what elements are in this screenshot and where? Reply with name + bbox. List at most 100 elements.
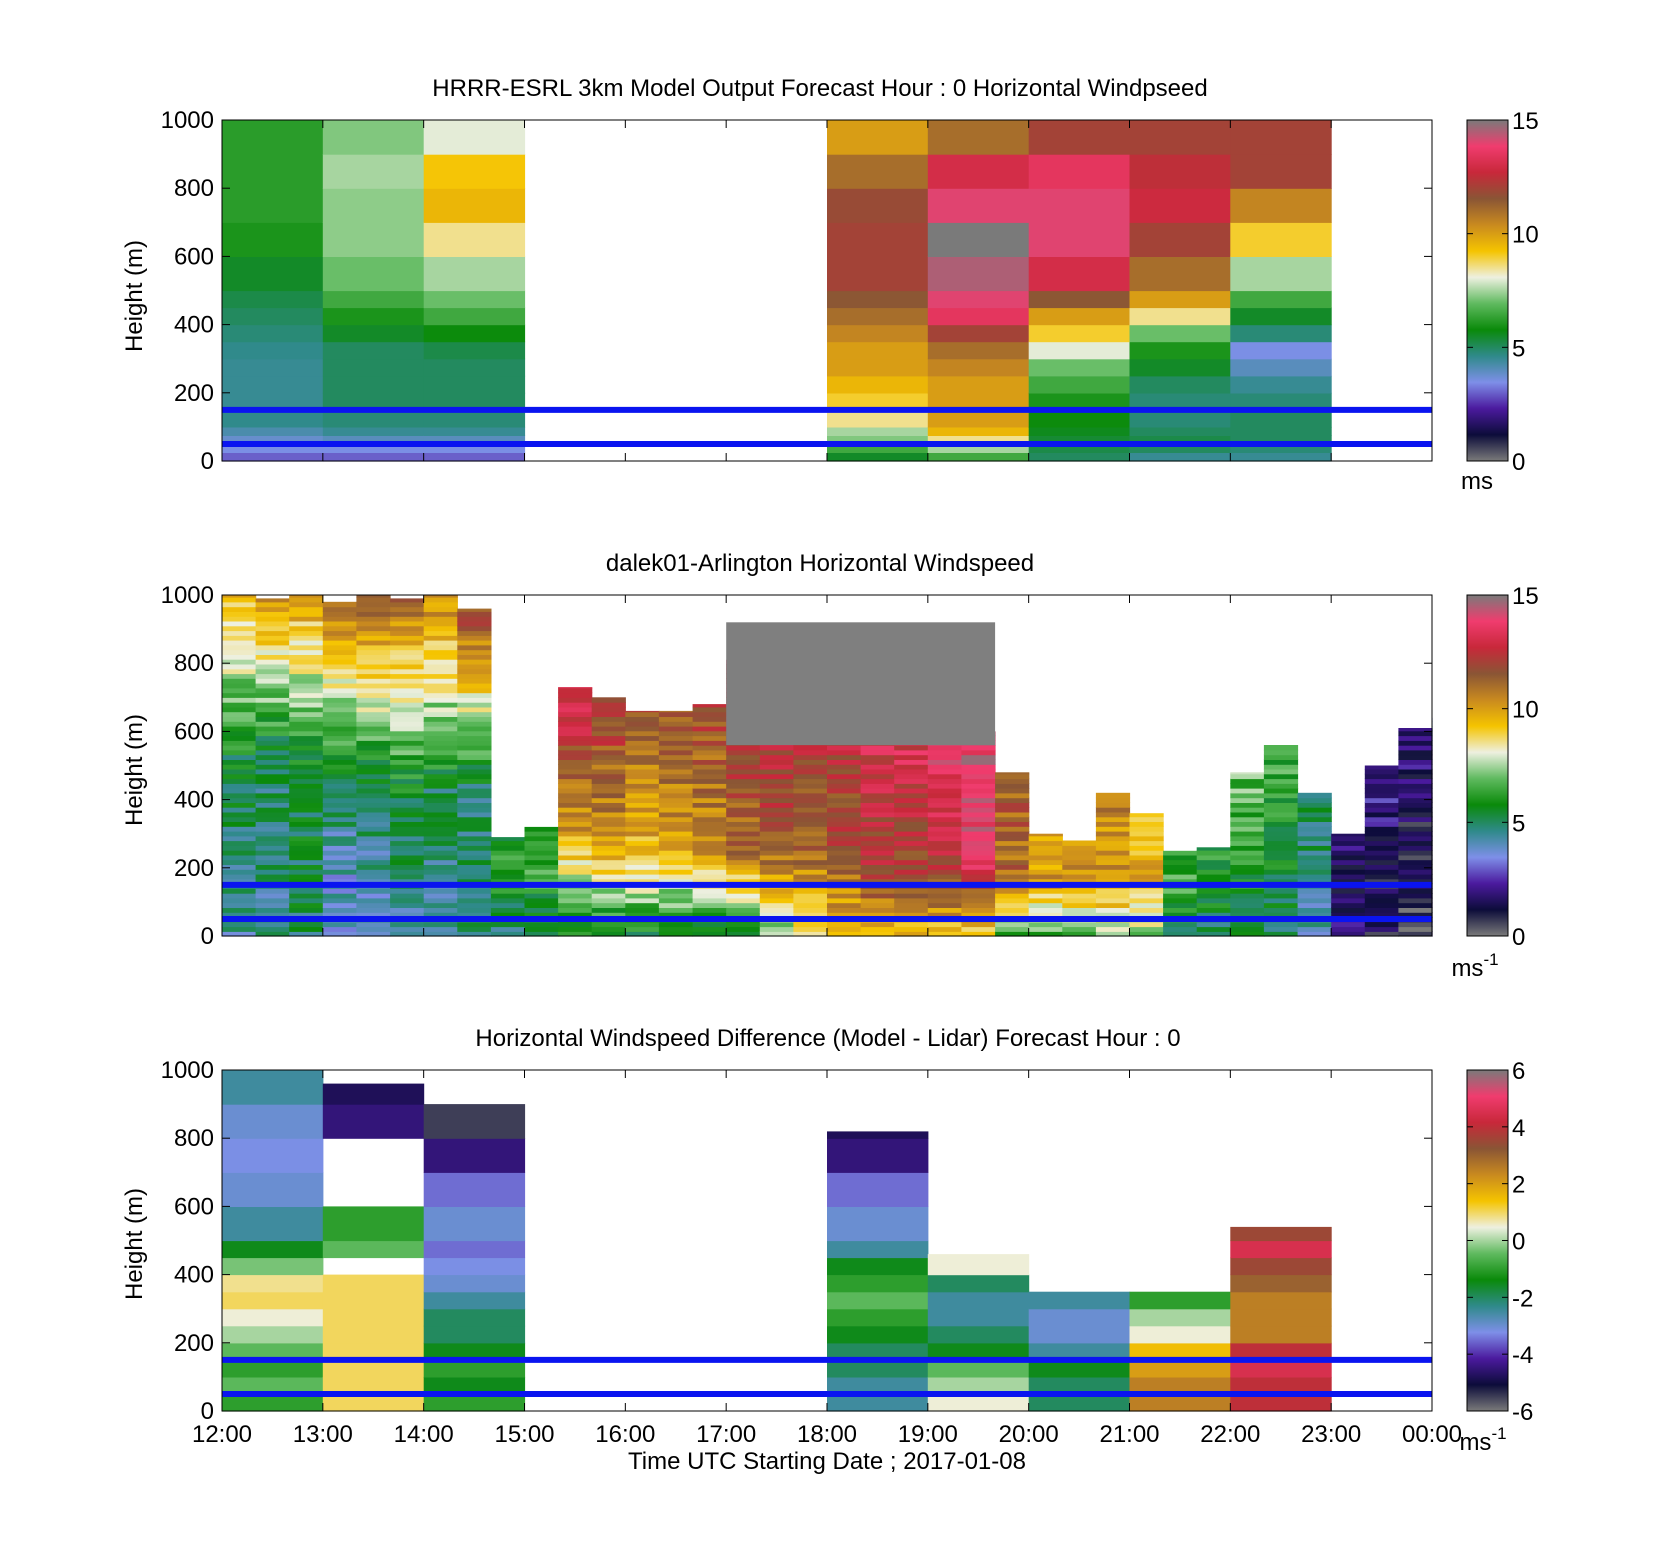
heatmap-cell — [255, 640, 290, 646]
heatmap-cell — [1129, 1376, 1231, 1395]
heatmap-cell — [524, 921, 559, 928]
y-tick-label: 600 — [174, 243, 214, 270]
heatmap-cell — [289, 859, 324, 865]
heatmap-cell — [322, 630, 357, 636]
heatmap-cell — [423, 659, 458, 665]
heatmap-cell — [423, 730, 458, 737]
heatmap-cell — [457, 620, 492, 627]
heatmap-cell — [927, 392, 1030, 411]
heatmap-cell — [356, 797, 391, 803]
heatmap-cell — [222, 706, 257, 713]
heatmap-cell — [222, 1257, 324, 1276]
heatmap-cell — [1230, 831, 1265, 837]
heatmap-cell — [255, 778, 290, 784]
y-tick-label: 200 — [174, 380, 214, 407]
heatmap-cell — [1263, 759, 1299, 765]
heatmap-cell — [927, 759, 962, 765]
heatmap-cell — [558, 869, 593, 875]
heatmap-cell — [1230, 854, 1265, 861]
heatmap-cell — [591, 921, 626, 928]
heatmap-cell — [1129, 926, 1164, 932]
heatmap-cell — [390, 711, 425, 717]
heatmap-cell — [927, 802, 962, 808]
heatmap-cell — [356, 735, 391, 741]
heatmap-cell — [591, 926, 626, 932]
heatmap-cell — [726, 859, 761, 865]
heatmap-cell — [356, 792, 391, 799]
heatmap-cell — [423, 706, 458, 713]
heatmap-cell — [356, 831, 391, 837]
heatmap-cell — [1331, 833, 1366, 837]
heatmap-cell — [1163, 907, 1198, 913]
heatmap-cell — [927, 778, 962, 784]
heatmap-cell — [1297, 859, 1332, 865]
heatmap-cell — [356, 595, 391, 598]
heatmap-cell — [289, 668, 324, 675]
heatmap-cell — [322, 1394, 425, 1412]
heatmap-cell — [558, 740, 593, 746]
heatmap-cell — [356, 697, 391, 703]
heatmap-cell — [322, 706, 357, 713]
heatmap-cell — [390, 840, 425, 846]
heatmap-cell — [827, 375, 929, 394]
heatmap-cell — [423, 256, 526, 292]
heatmap-cell — [726, 888, 761, 894]
heatmap-cell — [356, 625, 391, 632]
heatmap-cell — [222, 711, 257, 717]
heatmap-cell — [356, 768, 391, 775]
heatmap-cell — [322, 324, 425, 343]
heatmap-cell — [726, 921, 761, 928]
heatmap-cell — [658, 854, 694, 861]
heatmap-cell — [423, 654, 458, 660]
heatmap-cell — [1095, 850, 1131, 856]
heatmap-cell — [423, 725, 458, 732]
heatmap-cell — [1196, 912, 1231, 918]
heatmap-cell — [423, 759, 458, 765]
heatmap-cell — [961, 802, 996, 808]
heatmap-cell — [827, 869, 862, 875]
heatmap-cell — [255, 850, 290, 856]
heatmap-cell — [1263, 778, 1299, 784]
heatmap-cell — [423, 324, 526, 343]
heatmap-cell — [322, 1325, 425, 1344]
heatmap-cell — [322, 1376, 425, 1395]
heatmap-cell — [1196, 902, 1231, 908]
heatmap-cell — [793, 931, 828, 937]
heatmap-cell — [759, 888, 794, 894]
heatmap-cell — [423, 358, 526, 377]
heatmap-cell — [759, 768, 794, 775]
heatmap-cell — [1263, 912, 1299, 918]
heatmap-cell — [1364, 859, 1399, 865]
heatmap-cell — [793, 816, 828, 822]
heatmap-cell — [423, 1240, 526, 1259]
heatmap-cell — [1230, 816, 1265, 822]
heatmap-cell — [692, 749, 727, 756]
heatmap-cell — [490, 902, 526, 908]
colorbar-tick-label: 0 — [1512, 924, 1525, 951]
heatmap-cell — [1398, 788, 1433, 794]
heatmap-cell — [457, 878, 492, 885]
heatmap-cell — [927, 873, 962, 880]
colorbar-gradient — [1466, 594, 1509, 937]
heatmap-cell — [222, 902, 257, 908]
heatmap-cell — [961, 759, 996, 765]
heatmap-cell — [1028, 873, 1063, 880]
heatmap-cell — [1028, 926, 1063, 932]
heatmap-cell — [927, 854, 962, 861]
heatmap-cell — [1163, 897, 1198, 904]
heatmap-cell — [1398, 926, 1433, 932]
heatmap-cell — [860, 764, 895, 770]
heatmap-cell — [1129, 902, 1164, 908]
heatmap-cell — [1095, 840, 1131, 846]
heatmap-cell — [692, 835, 727, 842]
heatmap-cell — [1163, 893, 1198, 899]
heatmap-cell — [1331, 926, 1366, 932]
heatmap-cell — [591, 893, 626, 899]
heatmap-cell — [961, 831, 996, 837]
heatmap-cell — [322, 640, 357, 646]
heatmap-cell — [457, 716, 492, 722]
heatmap-cell — [222, 845, 257, 851]
heatmap-cell — [759, 931, 794, 937]
colorbar-gradient — [1466, 119, 1509, 462]
heatmap-cell — [1297, 888, 1332, 894]
